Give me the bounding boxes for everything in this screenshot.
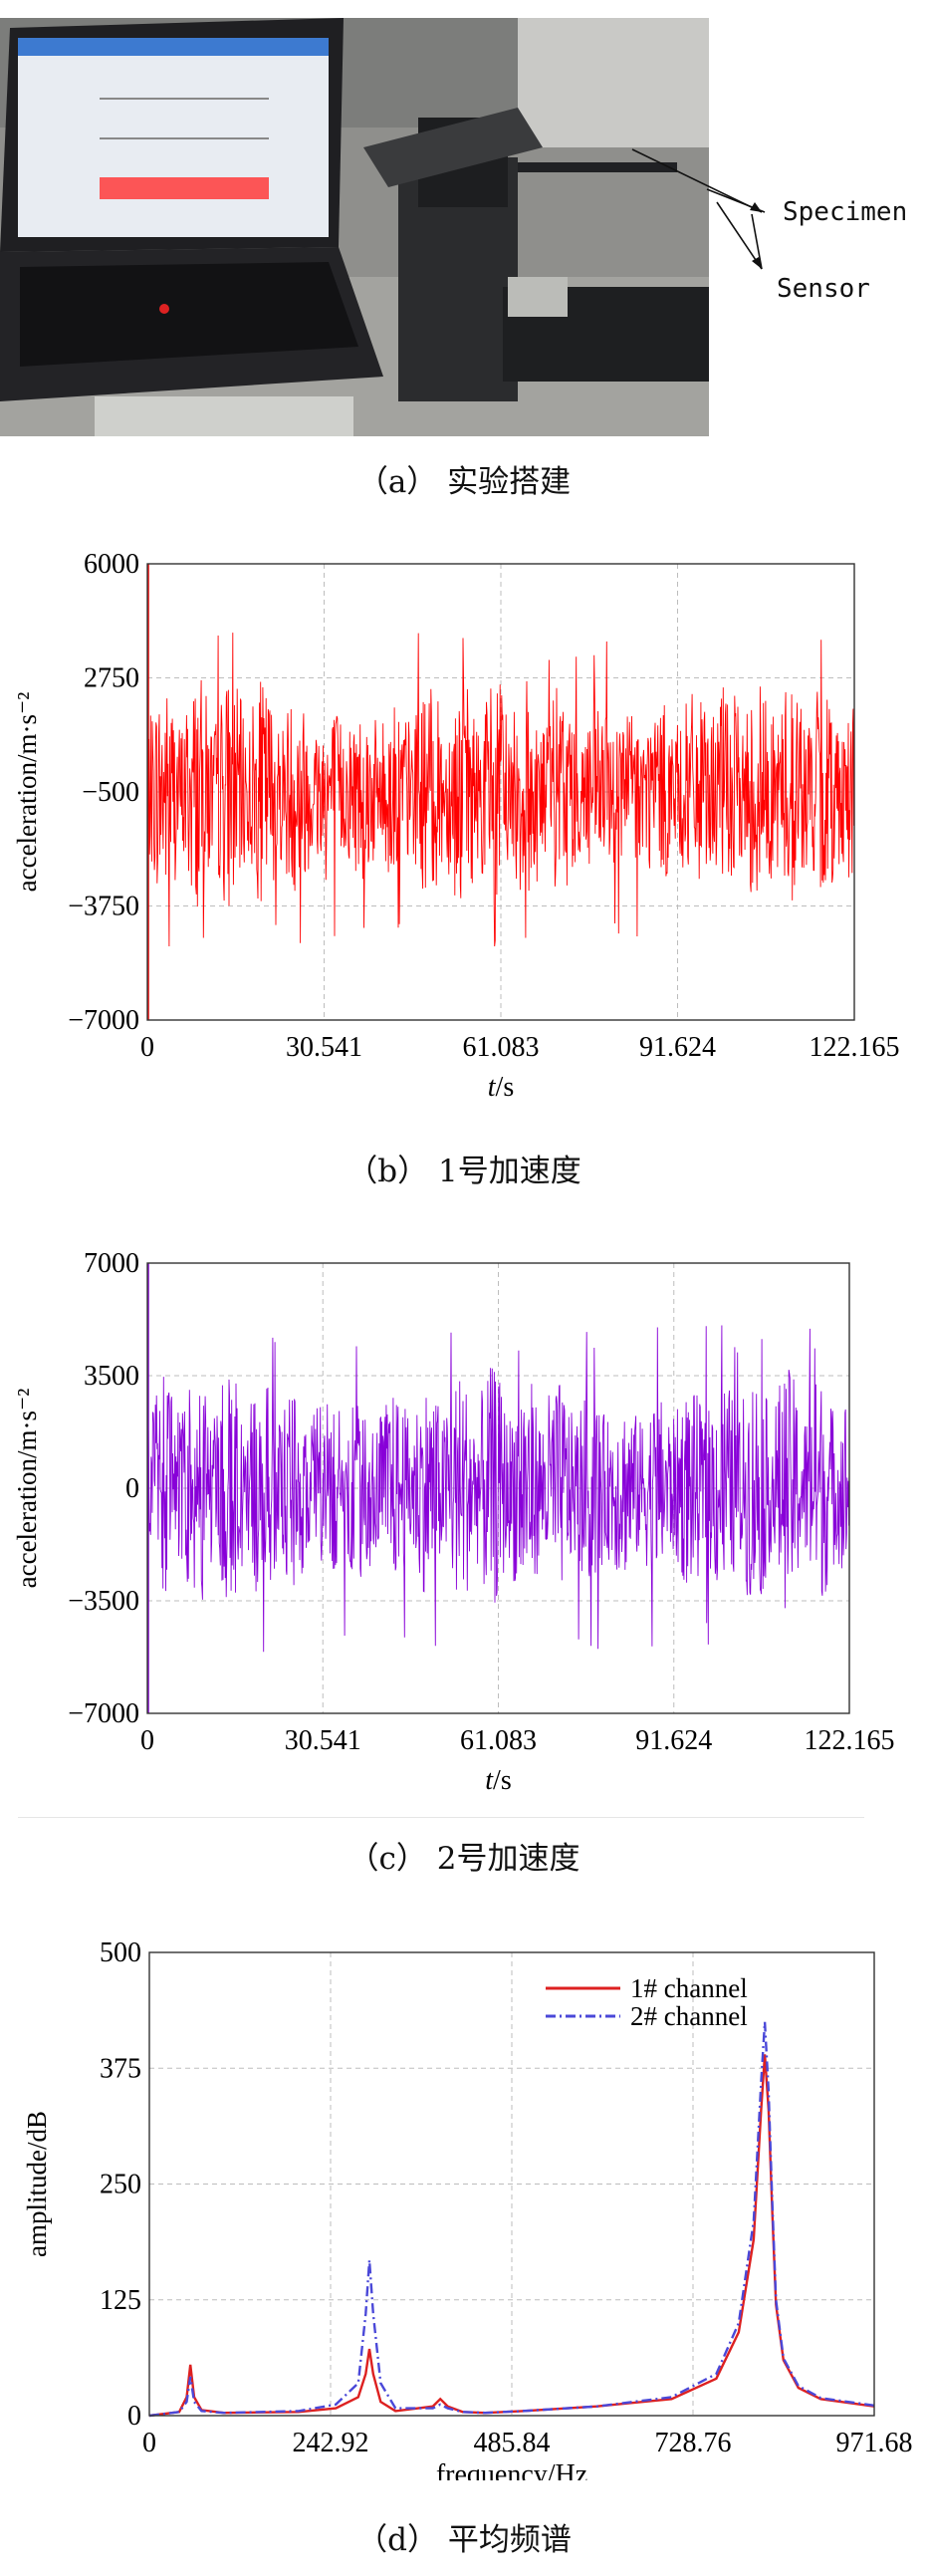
specimen-label: Specimen (783, 197, 908, 227)
plot-frame (148, 1951, 875, 2417)
series-group (148, 2021, 875, 2418)
y-tick-label: −500 (82, 777, 139, 808)
x-tick-label: 0 (140, 1032, 154, 1063)
y-tick-label: 0 (127, 2401, 141, 2432)
x-tick-label: 728.76 (655, 2428, 732, 2458)
photo-annotations (631, 148, 766, 270)
y-tick-label: −7000 (68, 1005, 139, 1036)
setup-photo (0, 18, 709, 436)
legend-label: 2# channel (630, 2001, 748, 2031)
plot-frame (146, 563, 855, 1021)
x-tick-label: 122.165 (805, 1725, 895, 1756)
y-tick-label: 500 (100, 1937, 141, 1968)
y-tick-label: 2750 (84, 663, 139, 694)
plot-frame (146, 1262, 850, 1714)
y-axis-label: acceleration/m·s⁻² (12, 692, 42, 893)
x-tick-label: 91.624 (639, 1032, 716, 1063)
x-axis-label: frequency/Hz (436, 2459, 587, 2480)
chart-accel-2: 0 30.541 61.083 91.624 122.165 7000 3500 0 −3500… (12, 1248, 895, 1793)
y-tick-label: 375 (100, 2053, 141, 2084)
y-tick-label: 250 (100, 2170, 141, 2200)
x-tick-label: 30.541 (285, 1725, 361, 1756)
legend-label: 1# channel (630, 1973, 748, 2003)
setup-photo-illustration (0, 18, 709, 436)
series-group (146, 1263, 850, 1713)
y-tick-label: 6000 (84, 549, 139, 580)
y-tick-label: −7000 (68, 1698, 139, 1729)
spectrum-line-2 (148, 2021, 875, 2418)
series-group (146, 564, 855, 1020)
caption-b: （b） 1号加速度 (347, 1154, 581, 1189)
x-tick-label: 91.624 (635, 1725, 712, 1756)
x-tick-label: 0 (142, 2428, 156, 2458)
caption-a: （a） 实验搭建 (356, 464, 572, 500)
x-tick-label: 122.165 (810, 1032, 900, 1063)
y-axis-label: acceleration/m·s⁻² (12, 1389, 42, 1589)
y-tick-label: −3750 (68, 892, 139, 922)
signal-line (146, 1325, 850, 1653)
x-axis-label: t/s (488, 1072, 514, 1103)
caption-c: （c） 2号加速度 (348, 1841, 580, 1877)
x-tick-label: 485.84 (474, 2428, 551, 2458)
y-tick-label: 0 (125, 1473, 139, 1504)
signal-line (146, 633, 855, 947)
x-tick-label: 971.68 (836, 2428, 913, 2458)
x-tick-label: 61.083 (463, 1032, 540, 1063)
y-tick-label: 125 (100, 2285, 141, 2316)
y-tick-label: −3500 (68, 1586, 139, 1617)
chart-accel-1: 0 30.541 61.083 91.624 122.165 6000 2750 −500 −3… (12, 549, 900, 1103)
sensor-label: Sensor (777, 274, 870, 304)
y-tick-label: 3500 (84, 1361, 139, 1392)
y-axis-label: amplitude/dB (22, 2111, 52, 2257)
x-axis-label: t/s (485, 1765, 511, 1793)
chart-spectrum: 0 242.92 485.84 728.76 971.68 500 375 250 125 0 fr… (22, 1937, 913, 2480)
x-tick-label: 0 (140, 1725, 154, 1756)
y-tick-label: 7000 (84, 1248, 139, 1279)
x-tick-label: 61.083 (460, 1725, 537, 1756)
caption-d: （d） 平均频谱 (356, 2522, 572, 2558)
x-tick-label: 242.92 (293, 2428, 369, 2458)
x-tick-label: 30.541 (286, 1032, 362, 1063)
divider (18, 1817, 864, 1818)
